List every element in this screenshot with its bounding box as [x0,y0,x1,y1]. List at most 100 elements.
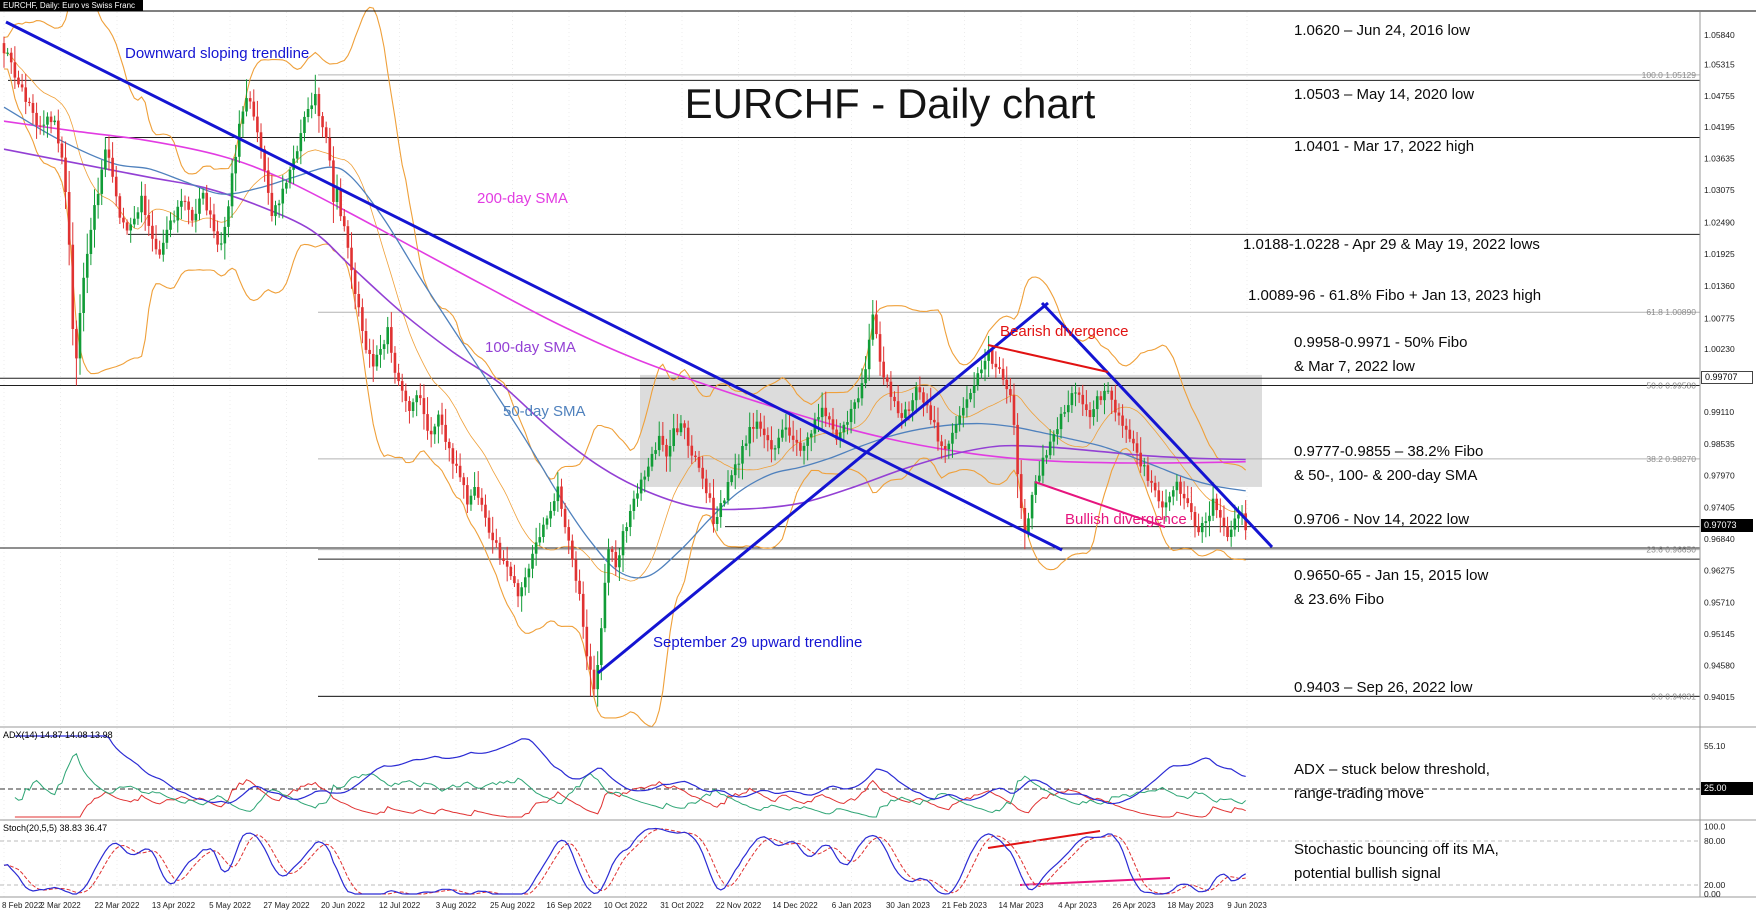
svg-text:1.05840: 1.05840 [1704,30,1735,40]
downward-trendline[interactable] [5,20,1063,552]
svg-text:0.96275: 0.96275 [1704,566,1735,576]
svg-text:21 Feb 2023: 21 Feb 2023 [942,901,987,910]
trendline-objects[interactable] [5,20,1274,886]
bearish-divergence-line[interactable] [987,344,1109,373]
sma50-label: 50-day SMA [503,403,586,420]
candlesticks [2,36,1247,707]
svg-text:0.94580: 0.94580 [1704,661,1735,671]
svg-text:0.0 0.94031: 0.0 0.94031 [1651,691,1696,701]
svg-text:12 Jul 2022: 12 Jul 2022 [379,901,421,910]
svg-text:1.03075: 1.03075 [1704,185,1735,195]
stoch-bearish-divergence-line[interactable] [987,830,1101,849]
bollinger-bands [3,0,1247,728]
upward-trendline[interactable] [597,301,1049,675]
sma100-label: 100-day SMA [485,339,576,356]
svg-text:4 Apr 2023: 4 Apr 2023 [1058,901,1097,910]
svg-text:1.03635: 1.03635 [1704,153,1735,163]
moving-averages [3,106,1246,579]
svg-text:10 Oct 2022: 10 Oct 2022 [604,901,648,910]
svg-text:20 Jun 2022: 20 Jun 2022 [321,901,366,910]
svg-text:13 Apr 2022: 13 Apr 2022 [152,901,196,910]
svg-text:0.00: 0.00 [1704,889,1721,899]
panel-frame [0,10,1756,898]
svg-text:61.8 1.00890: 61.8 1.00890 [1646,307,1696,317]
svg-text:1.01360: 1.01360 [1704,281,1735,291]
bullish-divergence-line[interactable] [1034,481,1166,528]
sma-50-line[interactable] [3,106,1246,579]
svg-text:16 Sep 2022: 16 Sep 2022 [546,901,592,910]
svg-text:20.00: 20.00 [1704,880,1726,890]
chart-main-title: EURCHF - Daily chart [684,80,1096,127]
current-price-badge: 0.97073 [1701,518,1753,532]
svg-text:0.96840: 0.96840 [1704,534,1735,544]
svg-text:14 Mar 2023: 14 Mar 2023 [999,901,1044,910]
consolidation-zone-rect [640,374,1262,487]
svg-text:80.00: 80.00 [1704,836,1726,846]
svg-text:9 Jun 2023: 9 Jun 2023 [1227,901,1267,910]
svg-text:55.10: 55.10 [1704,741,1726,751]
svg-text:6 Jan 2023: 6 Jan 2023 [832,901,872,910]
stoch-indicator-label: Stoch(20,5,5) 38.83 36.47 [3,823,108,833]
level-price-badge: 0.99707 [1701,371,1753,385]
svg-text:50.0 0.99580: 50.0 0.99580 [1646,381,1696,391]
level-annotation: 0.9958-0.9971 - 50% Fibo & Mar 7, 2022 lo… [1294,334,1468,375]
svg-text:30 Jan 2023: 30 Jan 2023 [886,901,931,910]
level-annotation: 1.0503 – May 14, 2020 low [1294,86,1475,103]
svg-text:14 Dec 2022: 14 Dec 2022 [772,901,818,910]
level-annotation: 0.9706 - Nov 14, 2022 low [1294,511,1470,528]
svg-text:3 Aug 2022: 3 Aug 2022 [436,901,477,910]
svg-text:100.0: 100.0 [1704,821,1726,831]
svg-text:26 Apr 2023: 26 Apr 2023 [1112,901,1156,910]
svg-text:5 May 2022: 5 May 2022 [209,901,251,910]
svg-text:1.04195: 1.04195 [1704,122,1735,132]
svg-text:27 May 2022: 27 May 2022 [263,901,310,910]
bullish-divergence-label: Bullish divergence [1065,511,1187,528]
svg-text:8 Feb 2022: 8 Feb 2022 [2,901,43,910]
second-downward-trendline[interactable] [1040,301,1274,549]
stochastic-indicator [0,827,1700,895]
svg-text:31 Oct 2022: 31 Oct 2022 [660,901,704,910]
svg-text:23.6 0.96650: 23.6 0.96650 [1646,545,1696,555]
svg-text:1.02490: 1.02490 [1704,218,1735,228]
level-annotation: 1.0620 – Jun 24, 2016 low [1294,22,1470,39]
support-resistance-lines [0,79,1700,697]
downward-trendline-label: Downward sloping trendline [125,45,310,62]
svg-text:1.00230: 1.00230 [1704,344,1735,354]
level-annotation: 0.9650-65 - Jan 15, 2015 low & 23.6% Fibo [1294,567,1489,608]
level-annotation: 0.9777-0.9855 – 38.2% Fibo & 50-, 100- & … [1294,443,1484,484]
svg-text:2 Mar 2022: 2 Mar 2022 [40,901,81,910]
sma200-label: 200-day SMA [477,190,568,207]
svg-text:25 Aug 2022: 25 Aug 2022 [490,901,535,910]
chart-titlebar: EURCHF, Daily: Euro vs Swiss Franc [0,0,144,11]
svg-text:0.99110: 0.99110 [1704,407,1734,417]
svg-text:22 Mar 2022: 22 Mar 2022 [95,901,140,910]
svg-text:0.94015: 0.94015 [1704,692,1735,702]
level-annotation: Stochastic bouncing off its MA, potential… [1294,841,1499,882]
symbol-period-title: EURCHF, Daily: Euro vs Swiss Franc [3,1,136,10]
upward-trendline-label: September 29 upward trendline [653,634,863,651]
consolidation-zone [640,374,1262,487]
svg-text:0.95710: 0.95710 [1704,597,1735,607]
price-axis[interactable]: 100.0 1.05129 61.8 1.00890 50.0 0.99580 38.… [1642,30,1735,899]
svg-text:1.04755: 1.04755 [1704,91,1735,101]
adx-indicator [0,735,1700,818]
level-annotation: 1.0401 - Mar 17, 2022 high [1294,138,1475,155]
level-annotation: 0.9403 – Sep 26, 2022 low [1294,679,1473,696]
level-annotation: ADX – stuck below threshold, range-tradin… [1294,761,1490,802]
svg-text:1.05315: 1.05315 [1704,59,1735,69]
adx-indicator-label: ADX(14) 14.87 14.08 13.98 [3,730,113,740]
svg-text:38.2 0.98270: 38.2 0.98270 [1646,454,1696,464]
level-annotation: 1.0089-96 - 61.8% Fibo + Jan 13, 2023 hi… [1248,287,1542,304]
svg-text:100.0 1.05129: 100.0 1.05129 [1642,70,1697,80]
svg-text:1.01925: 1.01925 [1704,249,1735,259]
level-annotation: 1.0188-1.0228 - Apr 29 & May 19, 2022 lo… [1243,236,1540,253]
svg-text:0.97405: 0.97405 [1704,502,1735,512]
svg-text:1.00775: 1.00775 [1704,314,1735,324]
svg-text:22 Nov 2022: 22 Nov 2022 [716,901,762,910]
adx-threshold-badge: 25.00 [1701,782,1753,795]
bearish-divergence-label: Bearish divergence [1000,323,1129,340]
svg-text:0.97970: 0.97970 [1704,471,1735,481]
